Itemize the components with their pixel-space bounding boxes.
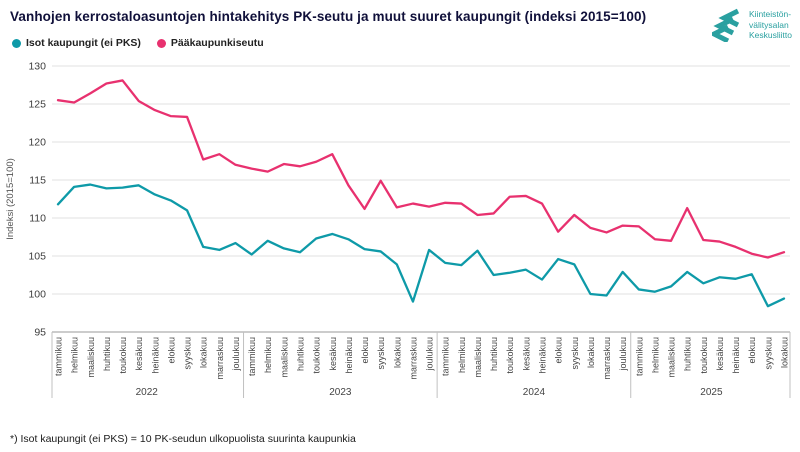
x-tick-label: helmikuu — [457, 337, 467, 373]
footnote: *) Isot kaupungit (ei PKS) = 10 PK-seudu… — [10, 433, 356, 445]
x-tick-label: joulukuu — [618, 337, 628, 372]
x-tick-label: huhtikuu — [489, 337, 499, 371]
x-tick-label: heinäkuu — [344, 337, 354, 374]
x-tick-label: tammikuu — [634, 337, 644, 376]
y-tick-label: 120 — [28, 137, 46, 149]
x-tick-label: elokuu — [360, 337, 370, 364]
year-label: 2025 — [700, 387, 723, 398]
x-tick-label: joulukuu — [231, 337, 241, 372]
x-tick-label: kesäkuu — [521, 337, 531, 371]
x-tick-label: elokuu — [554, 337, 564, 364]
x-tick-label: kesäkuu — [134, 337, 144, 371]
x-tick-label: marraskuu — [408, 337, 418, 380]
x-tick-label: syyskuu — [183, 337, 193, 370]
x-tick-label: marraskuu — [215, 337, 225, 380]
year-label: 2022 — [136, 387, 159, 398]
x-tick-label: heinäkuu — [731, 337, 741, 374]
x-tick-label: huhtikuu — [102, 337, 112, 371]
y-tick-label: 100 — [28, 289, 46, 301]
x-tick-label: tammikuu — [247, 337, 257, 376]
legend-item-paakaupunkiseutu: Pääkaupunkiseutu — [156, 37, 264, 49]
x-tick-label: tammikuu — [54, 337, 64, 376]
x-tick-label: kesäkuu — [328, 337, 338, 371]
x-tick-label: elokuu — [747, 337, 757, 364]
x-tick-label: helmikuu — [70, 337, 80, 373]
x-tick-label: lokakuu — [586, 337, 596, 368]
logo-chevrons-icon — [712, 8, 740, 42]
x-tick-label: kesäkuu — [715, 337, 725, 371]
x-tick-label: maaliskuu — [473, 337, 483, 378]
x-tick-label: syyskuu — [376, 337, 386, 370]
y-tick-label: 125 — [28, 99, 46, 111]
x-tick-label: huhtikuu — [296, 337, 306, 371]
x-tick-label: heinäkuu — [538, 337, 548, 374]
x-tick-label: heinäkuu — [150, 337, 160, 374]
y-tick-label: 105 — [28, 251, 46, 263]
x-tick-label: maaliskuu — [667, 337, 677, 378]
x-tick-label: maaliskuu — [279, 337, 289, 378]
legend: Isot kaupungit (ei PKS) Pääkaupunkiseutu — [12, 37, 264, 49]
logo-line-3: Keskusliitto — [749, 30, 792, 41]
legend-label-paakaupunkiseutu: Pääkaupunkiseutu — [170, 37, 264, 49]
y-tick-label: 110 — [29, 213, 46, 225]
x-tick-label: toukokuu — [505, 337, 515, 374]
y-axis-title: Indeksi (2015=100) — [5, 158, 16, 240]
year-label: 2024 — [523, 387, 546, 398]
x-tick-label: toukokuu — [118, 337, 128, 374]
year-label: 2023 — [329, 387, 352, 398]
x-tick-label: maaliskuu — [86, 337, 96, 378]
page-title: Vanhojen kerrostaloasuntojen hintakehity… — [10, 9, 647, 24]
line-chart: 95 100 105 110 115 120 125 130 Indeksi (2015=100… — [5, 61, 791, 398]
x-tick-label: marraskuu — [602, 337, 612, 380]
x-tick-label: elokuu — [166, 337, 176, 364]
logo-line-1: Kiinteistön- — [749, 9, 792, 20]
x-tick-label: syyskuu — [763, 337, 773, 370]
x-tick-label: lokakuu — [199, 337, 209, 368]
legend-item-isot-kaupungit: Isot kaupungit (ei PKS) — [12, 37, 141, 49]
x-tick-label: syyskuu — [570, 337, 580, 370]
legend-label-isot-kaupungit: Isot kaupungit (ei PKS) — [26, 37, 141, 49]
logo-text: Kiinteistön- välitysalan Keskusliitto — [749, 9, 792, 41]
y-tick-label: 130 — [28, 61, 46, 73]
legend-marker-pink — [156, 38, 166, 48]
y-tick-label: 95 — [34, 327, 46, 339]
x-tick-label: toukokuu — [312, 337, 322, 374]
legend-marker-teal — [12, 38, 21, 48]
x-tick-label: lokakuu — [780, 337, 790, 368]
y-tick-label: 115 — [29, 175, 46, 187]
series-line — [56, 79, 786, 259]
x-tick-label: joulukuu — [425, 337, 435, 372]
logo-line-2: välitysalan — [749, 19, 789, 30]
x-tick-label: helmikuu — [263, 337, 273, 373]
x-tick-label: huhtikuu — [683, 337, 693, 371]
series-line — [56, 183, 786, 308]
x-tick-label: tammikuu — [441, 337, 451, 376]
x-tick-label: lokakuu — [392, 337, 402, 368]
org-logo: Kiinteistön- välitysalan Keskusliitto — [712, 8, 792, 42]
x-tick-label: toukokuu — [699, 337, 709, 374]
x-tick-label: helmikuu — [650, 337, 660, 373]
